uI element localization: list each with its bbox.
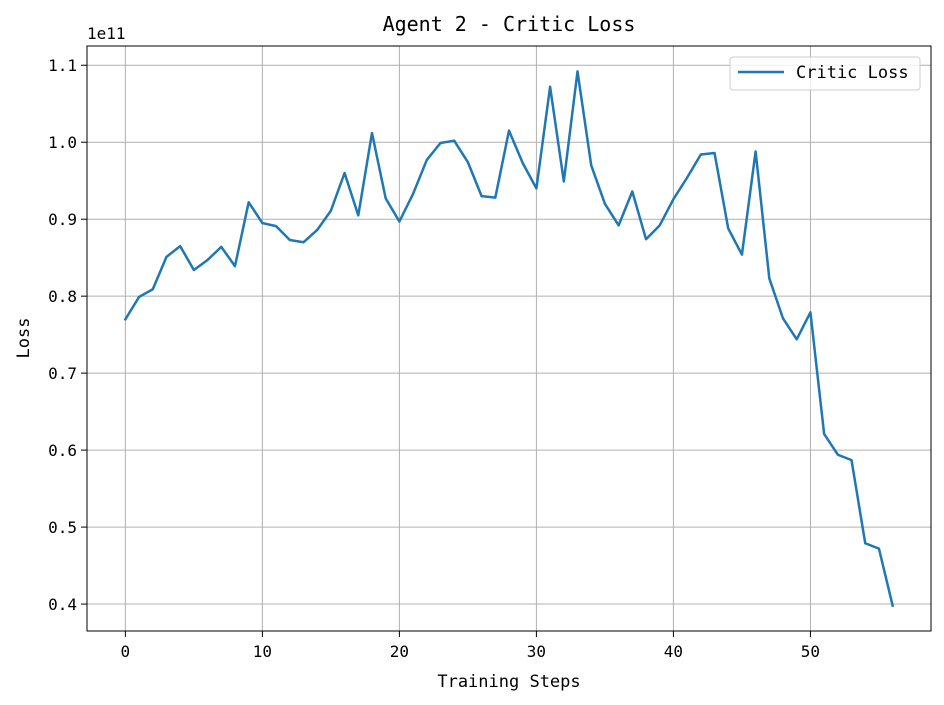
x-tick-label: 30 xyxy=(527,642,546,661)
legend: Critic Loss xyxy=(729,56,921,91)
y-tick-label: 0.4 xyxy=(48,595,77,614)
y-tick-label: 0.6 xyxy=(48,441,77,460)
series-layer xyxy=(123,70,895,608)
legend-label: Critic Loss xyxy=(796,63,909,83)
y-tick-label: 1.0 xyxy=(48,133,77,152)
x-tick-label: 20 xyxy=(390,642,409,661)
y-tick-label: 0.8 xyxy=(48,287,77,306)
y-tick-label: 1.1 xyxy=(48,56,77,75)
chart-title: Agent 2 - Critic Loss xyxy=(383,12,636,36)
x-tick-label: 40 xyxy=(664,642,683,661)
x-axis-label: Training Steps xyxy=(437,672,580,692)
x-tick-label: 0 xyxy=(121,642,131,661)
y-tick-label: 0.7 xyxy=(48,364,77,383)
plot-frame xyxy=(86,45,932,632)
series-line-critic-loss xyxy=(123,70,895,608)
y-tick-label: 0.9 xyxy=(48,210,77,229)
y-tick-label: 0.5 xyxy=(48,518,77,537)
legend-box xyxy=(729,56,921,91)
y-axis-ticks: 0.4 0.5 0.6 0.7 0.8 0.9 1.0 1.1 xyxy=(48,56,87,614)
x-tick-label: 50 xyxy=(801,642,820,661)
x-axis-ticks: 0 10 20 30 40 50 xyxy=(121,631,820,661)
x-tick-label: 10 xyxy=(253,642,272,661)
y-axis-label: Loss xyxy=(14,318,34,359)
y-offset-text: 1e11 xyxy=(87,24,126,43)
